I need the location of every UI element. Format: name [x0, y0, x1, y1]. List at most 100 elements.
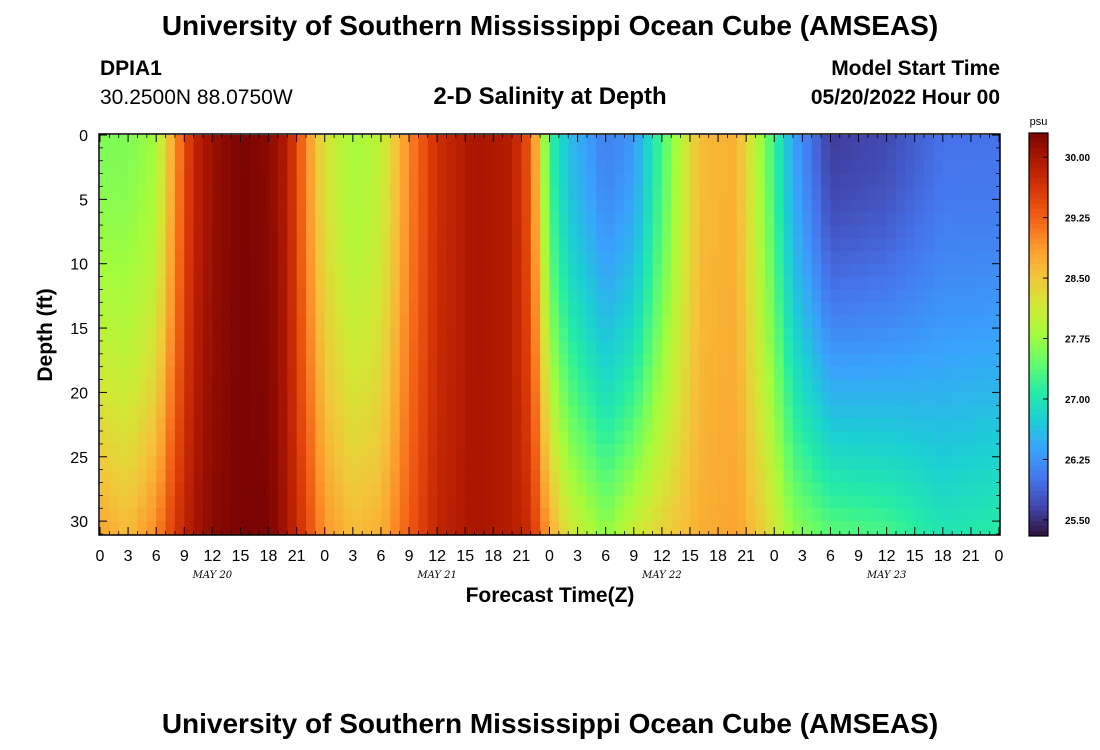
heatmap-cell — [156, 379, 167, 394]
heatmap-cell — [512, 340, 523, 355]
heatmap-cell — [652, 353, 663, 368]
heatmap-cell — [193, 495, 204, 509]
heatmap-cell — [437, 405, 448, 419]
heatmap-cell — [671, 135, 682, 149]
x-tick-label: 12 — [878, 548, 896, 565]
heatmap-cell — [671, 366, 682, 381]
heatmap-cell — [390, 250, 401, 265]
heatmap-cell — [605, 173, 616, 188]
heatmap-cell — [324, 289, 335, 303]
heatmap-cell — [924, 225, 935, 239]
heatmap-cell — [830, 289, 841, 303]
heatmap-cell — [895, 469, 906, 484]
heatmap-cell — [792, 366, 803, 381]
heatmap-cell — [259, 482, 270, 496]
colorbar-segment — [1029, 485, 1048, 492]
heatmap-cell — [334, 392, 345, 406]
heatmap-cell — [390, 405, 401, 419]
heatmap-cell — [530, 250, 541, 265]
colorbar-segment — [1029, 520, 1048, 527]
heatmap-cell — [549, 225, 560, 239]
heatmap-cell — [867, 250, 878, 265]
heatmap-cell — [118, 250, 129, 265]
colorbar-segment — [1029, 258, 1048, 265]
heatmap-cell — [343, 302, 354, 316]
heatmap-cell — [980, 237, 991, 252]
heatmap-cell — [671, 263, 682, 278]
heatmap-cell — [596, 482, 607, 496]
heatmap-cell — [334, 418, 345, 432]
heatmap-cell — [418, 443, 429, 458]
heatmap-cell — [483, 160, 494, 175]
heatmap-cell — [249, 250, 260, 265]
heatmap-cell — [736, 135, 747, 149]
heatmap-cell — [905, 495, 916, 509]
heatmap-cell — [165, 469, 176, 484]
heatmap-cell — [708, 302, 719, 316]
heatmap-cell — [277, 315, 288, 329]
heatmap-cell — [689, 340, 700, 355]
heatmap-cell — [652, 302, 663, 316]
heatmap-cell — [558, 482, 569, 496]
heatmap-cell — [502, 482, 513, 496]
heatmap-cell — [362, 405, 373, 419]
heatmap-cell — [933, 135, 944, 149]
heatmap-cell — [774, 482, 785, 496]
heatmap-cell — [380, 328, 391, 342]
heatmap-cell — [324, 237, 335, 252]
heatmap-cell — [287, 405, 298, 419]
heatmap-cell — [334, 289, 345, 303]
heatmap-cell — [792, 276, 803, 291]
heatmap-cell — [240, 173, 251, 188]
heatmap-cell — [839, 521, 850, 535]
heatmap-cell — [811, 443, 822, 458]
heatmap-cell — [783, 379, 794, 394]
heatmap-cell — [764, 135, 775, 149]
heatmap-cell — [334, 495, 345, 509]
heatmap-cell — [100, 135, 110, 149]
heatmap-cell — [699, 418, 710, 432]
heatmap-cell — [802, 521, 813, 535]
heatmap-cell — [671, 456, 682, 471]
heatmap-cell — [446, 521, 457, 535]
heatmap-cell — [615, 263, 626, 278]
heatmap-cell — [193, 237, 204, 252]
heatmap-cell — [380, 135, 391, 149]
heatmap-cell — [306, 225, 316, 239]
heatmap-cell — [830, 276, 841, 291]
heatmap-cell — [652, 405, 663, 419]
heatmap-cell — [296, 521, 307, 535]
heatmap-cell — [615, 173, 626, 188]
heatmap-cell — [306, 173, 316, 188]
heatmap-cell — [895, 328, 906, 342]
heatmap-cell — [830, 302, 841, 316]
heatmap-cell — [680, 495, 691, 509]
heatmap-cell — [334, 147, 345, 162]
heatmap-cell — [643, 443, 654, 458]
heatmap-cell — [736, 147, 747, 162]
heatmap-cell — [259, 340, 270, 355]
heatmap-cell — [689, 418, 700, 432]
heatmap-cell — [465, 315, 476, 329]
heatmap-cell — [802, 250, 813, 265]
heatmap-cell — [184, 147, 195, 162]
heatmap-cell — [315, 147, 326, 162]
heatmap-cell — [212, 135, 223, 149]
heatmap-cell — [858, 418, 869, 432]
heatmap-cell — [568, 495, 579, 509]
heatmap-cell — [128, 225, 139, 239]
heatmap-cell — [371, 173, 382, 188]
heatmap-cell — [296, 225, 307, 239]
heatmap-cell — [924, 392, 935, 406]
heatmap-cell — [521, 328, 532, 342]
heatmap-cell — [399, 508, 410, 522]
heatmap-cell — [362, 353, 373, 368]
heatmap-cell — [661, 173, 672, 188]
heatmap-cell — [689, 147, 700, 162]
heatmap-cell — [568, 315, 579, 329]
heatmap-cell — [624, 366, 635, 381]
heatmap-cell — [933, 173, 944, 188]
heatmap-cell — [830, 456, 841, 471]
heatmap-cell — [474, 160, 485, 175]
heatmap-cell — [334, 431, 345, 445]
